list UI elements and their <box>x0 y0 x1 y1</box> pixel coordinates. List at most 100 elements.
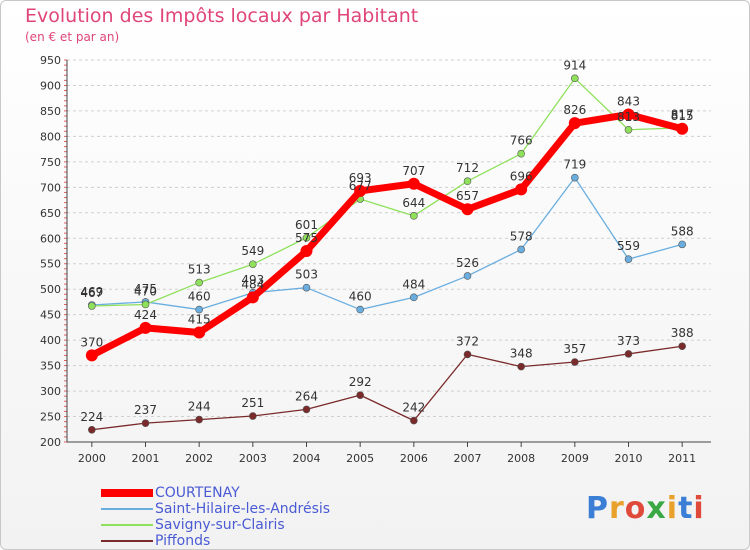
x-tick-label: 2002 <box>185 452 213 465</box>
data-label: 348 <box>510 347 533 361</box>
legend-label: COURTENAY <box>155 485 240 501</box>
logo-letter: i <box>693 491 705 526</box>
proxiti-logo: Proxiti <box>586 491 705 526</box>
data-label: 493 <box>241 273 264 287</box>
data-label: 372 <box>456 334 479 348</box>
data-label: 484 <box>241 277 264 291</box>
x-tick-label: 2001 <box>132 452 160 465</box>
data-label: 549 <box>241 244 264 258</box>
data-label: 696 <box>510 169 533 183</box>
data-point <box>195 415 203 424</box>
data-point <box>302 405 311 414</box>
data-point <box>85 349 98 362</box>
data-label: 424 <box>134 308 157 322</box>
data-label: 817 <box>671 108 694 122</box>
logo-letter: x <box>646 491 667 526</box>
data-point <box>410 212 418 220</box>
data-label: 719 <box>563 158 586 172</box>
y-tick-label: 650 <box>40 207 61 220</box>
data-label: 693 <box>349 171 372 185</box>
x-tick-label: 2000 <box>78 452 106 465</box>
data-point <box>193 326 206 339</box>
x-tick-label: 2008 <box>507 452 535 465</box>
data-point <box>676 122 689 135</box>
logo-letter: P <box>586 491 609 526</box>
data-label: 237 <box>134 403 157 417</box>
y-tick-label: 900 <box>40 79 61 92</box>
data-label: 244 <box>188 400 211 414</box>
logo-letter: i <box>666 491 679 526</box>
data-point <box>141 419 150 427</box>
data-label: 677 <box>349 179 372 193</box>
data-point <box>246 291 259 304</box>
data-label: 657 <box>456 189 479 203</box>
series-line-3 <box>91 345 683 431</box>
data-label: 813 <box>617 110 640 124</box>
legend-label: Savigny-sur-Clairis <box>155 517 285 533</box>
y-tick-label: 500 <box>40 283 61 296</box>
data-label: 242 <box>402 401 425 415</box>
y-tick-label: 750 <box>40 156 61 169</box>
legend-swatch <box>101 489 153 497</box>
data-label: 766 <box>510 134 533 148</box>
data-label: 292 <box>349 375 372 389</box>
data-point <box>678 240 686 249</box>
data-label: 251 <box>241 396 264 410</box>
data-point <box>622 108 635 121</box>
y-tick-label: 300 <box>40 385 61 398</box>
data-label: 460 <box>188 290 211 304</box>
data-label: 575 <box>295 231 318 245</box>
legend-item: Saint-Hilaire-les-Andrésis <box>101 501 330 517</box>
data-point <box>139 321 152 334</box>
data-point <box>515 183 528 196</box>
data-point <box>624 350 633 358</box>
legend-item: Savigny-sur-Clairis <box>101 517 330 533</box>
series-line-0 <box>90 110 684 359</box>
y-tick-label: 600 <box>40 232 61 245</box>
x-tick-label: 2007 <box>454 452 482 465</box>
data-label: 815 <box>671 109 694 123</box>
x-tick-label: 2010 <box>615 452 643 465</box>
data-label: 224 <box>80 410 103 424</box>
data-point <box>571 173 579 182</box>
data-point <box>517 149 525 158</box>
legend-label: Saint-Hilaire-les-Andrésis <box>155 501 331 517</box>
data-label: 826 <box>563 103 586 117</box>
data-point <box>624 125 633 134</box>
y-tick-label: 450 <box>40 309 61 322</box>
data-point <box>356 305 364 314</box>
legend-swatch <box>101 524 153 526</box>
data-label: 373 <box>617 334 640 348</box>
data-label: 503 <box>295 268 318 282</box>
data-label: 843 <box>617 94 640 108</box>
data-point <box>300 245 313 257</box>
data-label: 578 <box>510 229 533 243</box>
data-point <box>302 233 311 242</box>
data-label: 712 <box>456 161 479 175</box>
data-label: 475 <box>134 282 157 296</box>
data-point <box>461 203 474 216</box>
chart-subtitle: (en € et par an) <box>25 30 120 44</box>
data-label: 470 <box>134 284 157 298</box>
chart-title: Evolution des Impôts locaux par Habitant <box>25 5 419 27</box>
data-label: 357 <box>563 342 586 356</box>
data-point <box>302 283 311 292</box>
legend-item: COURTENAY <box>101 485 330 501</box>
data-label: 415 <box>188 312 211 326</box>
y-tick-label: 850 <box>40 105 61 118</box>
y-tick-label: 250 <box>40 411 61 424</box>
x-tick-label: 2011 <box>668 452 696 465</box>
data-point <box>195 278 203 287</box>
x-tick-label: 2009 <box>561 452 589 465</box>
data-point <box>517 362 525 371</box>
data-point <box>678 342 686 351</box>
data-label: 388 <box>671 326 694 340</box>
data-label: 460 <box>349 290 372 304</box>
legend-label: Piffonds <box>155 533 211 549</box>
legend-item: Piffonds <box>101 533 330 549</box>
data-label: 644 <box>402 196 425 210</box>
legend-swatch <box>101 540 153 542</box>
data-point <box>407 177 420 190</box>
data-point <box>141 300 150 309</box>
y-tick-label: 200 <box>40 436 61 449</box>
